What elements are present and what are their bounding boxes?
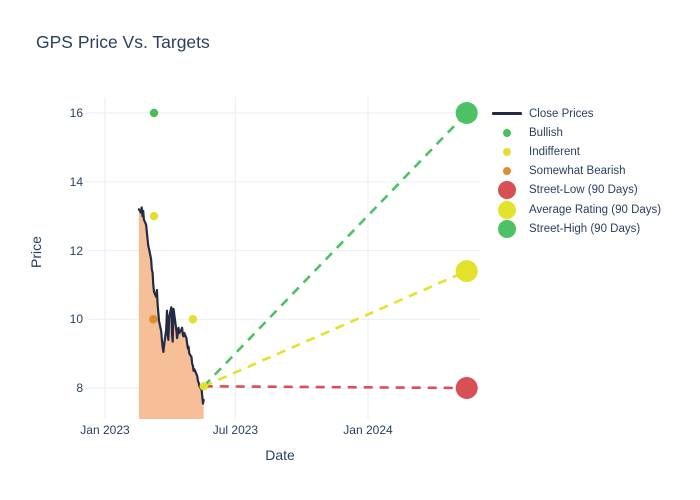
rating-point-somewhat-bearish	[149, 315, 158, 324]
legend-item-close-prices[interactable]: Close Prices	[485, 104, 661, 123]
target-marker-average-rating-90-days	[455, 260, 478, 283]
legend-item-average-rating-90-days[interactable]: Average Rating (90 Days)	[485, 200, 661, 219]
y-tick-label: 14	[69, 174, 83, 189]
average-rating-90-days-marker-icon	[498, 200, 516, 219]
legend-item-label: Street-Low (90 Days)	[529, 184, 638, 197]
close-prices-line	[137, 206, 205, 405]
legend-dot-swatch	[485, 147, 529, 156]
x-tick-label: Jan 2024	[343, 423, 393, 437]
chart-title: GPS Price Vs. Targets	[36, 32, 210, 52]
rating-point-indifferent	[188, 315, 198, 324]
street-low-90-days-marker-icon	[498, 181, 516, 200]
target-marker-street-low-90-days	[455, 377, 478, 399]
legend-item-street-high-90-days[interactable]: Street-High (90 Days)	[485, 219, 661, 238]
y-tick-label: 10	[69, 312, 83, 327]
x-tick-label: Jul 2023	[212, 423, 259, 437]
legend-item-street-low-90-days[interactable]: Street-Low (90 Days)	[485, 181, 661, 200]
legend-dot-swatch	[485, 167, 529, 176]
bullish-marker-icon	[503, 128, 511, 137]
legend-item-label: Indifferent	[529, 145, 580, 158]
rating-point-indifferent	[149, 211, 159, 221]
close-prices-marker-icon	[492, 112, 522, 115]
legend-item-label: Bullish	[529, 126, 563, 139]
target-marker-street-high-90-days	[455, 102, 478, 124]
somewhat-bearish-marker-icon	[503, 167, 511, 176]
legend-line-swatch	[485, 112, 529, 115]
legend-item-indifferent[interactable]: Indifferent	[485, 142, 661, 161]
legend-dot-swatch	[485, 219, 529, 238]
target-line-average-rating-90-days	[203, 269, 468, 388]
street-high-90-days-marker-icon	[498, 219, 516, 238]
x-axis-title: Date	[265, 447, 295, 463]
legend-dot-swatch	[485, 200, 529, 219]
target-line-street-high-90-days	[202, 112, 468, 388]
legend-item-bullish[interactable]: Bullish	[485, 123, 661, 142]
legend: Close Prices Bullish Indifferent Somewhat B…	[485, 104, 661, 238]
legend-item-label: Somewhat Bearish	[529, 165, 626, 178]
x-tick-label: Jan 2023	[80, 423, 130, 437]
rating-point-bullish	[149, 108, 159, 118]
y-tick-label: 16	[69, 106, 83, 120]
legend-item-somewhat-bearish[interactable]: Somewhat Bearish	[485, 162, 661, 181]
y-tick-label: 8	[76, 381, 83, 395]
legend-dot-swatch	[485, 181, 529, 200]
target-line-street-low-90-days	[203, 384, 467, 390]
legend-item-label: Close Prices	[529, 107, 594, 120]
y-tick-label: 12	[69, 243, 83, 258]
rating-point-indifferent	[199, 382, 208, 391]
legend-item-label: Street-High (90 Days)	[529, 222, 641, 235]
legend-dot-swatch	[485, 128, 529, 137]
legend-item-label: Average Rating (90 Days)	[529, 203, 662, 216]
indifferent-marker-icon	[503, 147, 511, 156]
